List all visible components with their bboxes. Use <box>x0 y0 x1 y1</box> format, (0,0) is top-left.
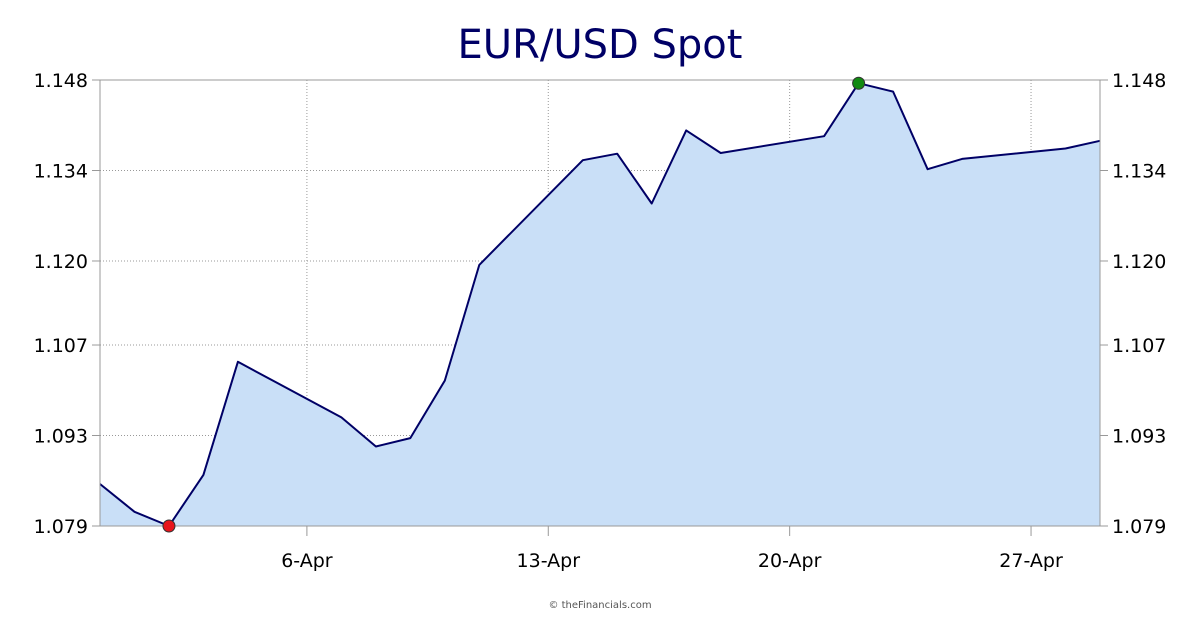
y-tick-label-right: 1.079 <box>1112 516 1166 538</box>
y-tick-label-right: 1.134 <box>1112 160 1166 182</box>
plot-frame <box>99 79 1101 527</box>
axes <box>92 79 1108 536</box>
y-tick-label-right: 1.148 <box>1112 70 1166 92</box>
series-area <box>100 83 1100 526</box>
y-tick-label-left: 1.079 <box>34 516 88 538</box>
low-marker <box>162 519 176 533</box>
high-marker <box>852 76 866 90</box>
markers <box>162 76 866 533</box>
x-tick-label: 27-Apr <box>999 550 1063 572</box>
y-tick-label-right: 1.093 <box>1112 426 1166 448</box>
y-tick-labels: 1.148 1.148 1.134 1.134 1.120 1.120 1.107 1.107… <box>34 70 1167 538</box>
x-tick-label: 6-Apr <box>281 550 333 572</box>
credit-text: © theFinancials.com <box>548 600 651 611</box>
y-tick-label-left: 1.134 <box>34 160 88 182</box>
y-tick-label-left: 1.120 <box>34 251 88 273</box>
area-layer <box>99 82 1101 527</box>
x-tick-label: 13-Apr <box>517 550 581 572</box>
y-tick-label-right: 1.107 <box>1112 335 1166 357</box>
y-tick-label-right: 1.120 <box>1112 251 1166 273</box>
x-tick-labels: 6-Apr 13-Apr 20-Apr 27-Apr <box>281 550 1063 572</box>
y-tick-label-left: 1.148 <box>34 70 88 92</box>
y-tick-label-left: 1.093 <box>34 426 88 448</box>
chart-title: EUR/USD Spot <box>458 22 743 68</box>
x-tick-label: 20-Apr <box>758 550 822 572</box>
y-tick-label-left: 1.107 <box>34 335 88 357</box>
series-line <box>99 82 1101 527</box>
